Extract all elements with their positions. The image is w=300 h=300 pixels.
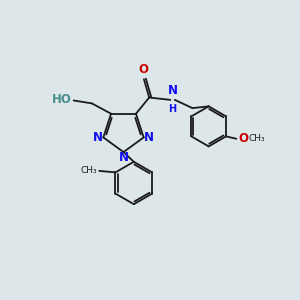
Text: N: N <box>118 151 128 164</box>
Text: CH₃: CH₃ <box>249 134 265 142</box>
Text: O: O <box>238 132 248 145</box>
Text: CH₃: CH₃ <box>80 166 97 175</box>
Text: H: H <box>168 104 176 114</box>
Text: N: N <box>144 131 154 144</box>
Text: N: N <box>93 131 103 144</box>
Text: N: N <box>167 84 178 97</box>
Text: HO: HO <box>51 93 71 106</box>
Text: O: O <box>138 63 148 76</box>
